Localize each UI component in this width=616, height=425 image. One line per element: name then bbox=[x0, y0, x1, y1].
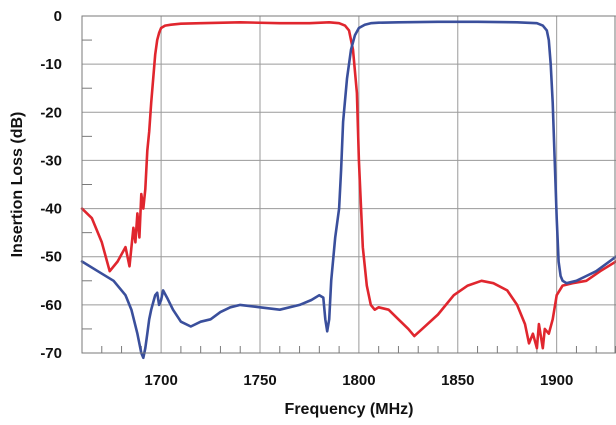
minor-ticks bbox=[81, 39, 616, 353]
series-line-2 bbox=[80, 20, 616, 360]
y-tick-label: -60 bbox=[40, 297, 62, 314]
x-tick-label: 1850 bbox=[441, 372, 474, 389]
y-axis-title: Insertion Loss (dB) bbox=[9, 112, 26, 258]
y-tick-label: -50 bbox=[40, 249, 62, 266]
y-tick-label: -70 bbox=[40, 345, 62, 362]
x-tick-label: 1900 bbox=[540, 372, 573, 389]
y-tick-labels: 0 -10 -20 -30 -40 -50 -60 -70 bbox=[40, 8, 62, 362]
x-tick-labels: 1700 1750 1800 1850 1900 bbox=[144, 372, 573, 389]
x-tick-label: 1700 bbox=[144, 372, 177, 389]
x-axis-title: Frequency (MHz) bbox=[285, 401, 414, 418]
series-line-1 bbox=[80, 21, 616, 350]
y-tick-label: -10 bbox=[40, 56, 62, 73]
y-tick-label: -30 bbox=[40, 152, 62, 169]
y-tick-label: -40 bbox=[40, 201, 62, 218]
x-tick-label: 1800 bbox=[342, 372, 375, 389]
series-lines bbox=[80, 20, 616, 360]
y-tick-label: -20 bbox=[40, 104, 62, 121]
x-tick-label: 1750 bbox=[243, 372, 276, 389]
y-tick-label: 0 bbox=[54, 8, 62, 25]
plot-frame bbox=[81, 15, 616, 354]
